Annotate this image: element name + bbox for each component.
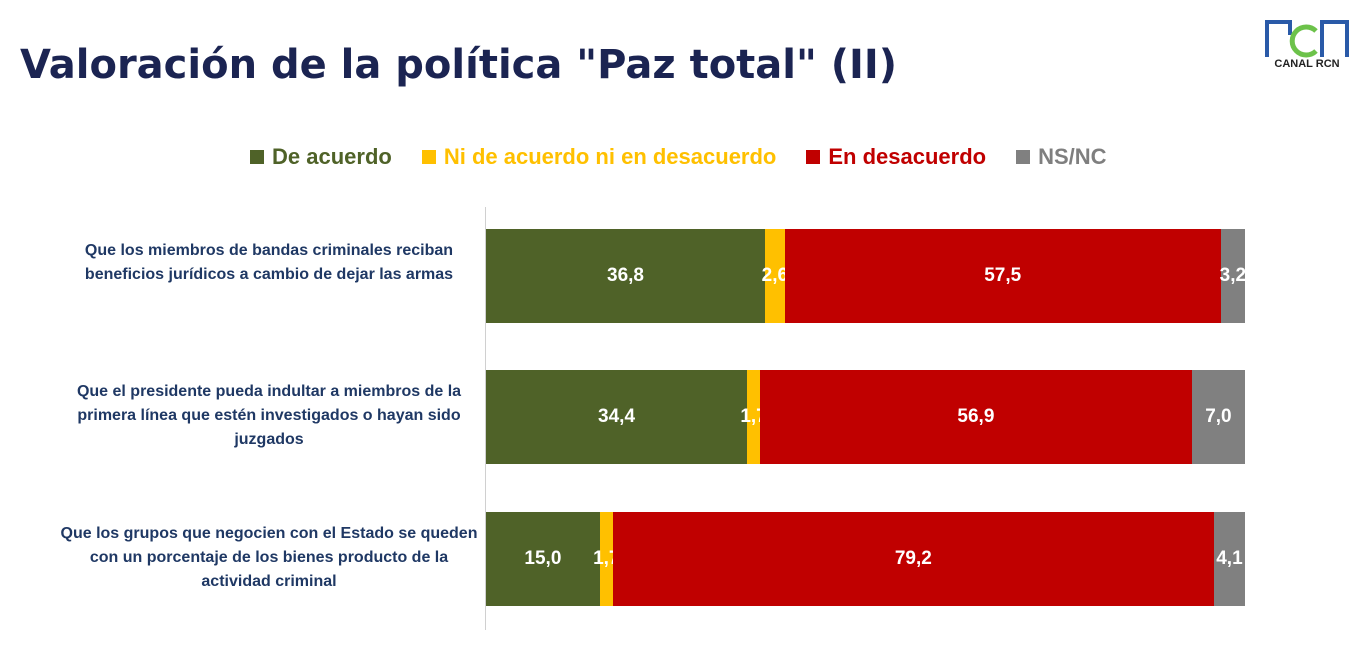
data-label: 15,0 [524,548,562,569]
legend-swatch [250,150,264,164]
data-label: 3,2 [1219,265,1247,286]
legend-label: De acuerdo [272,144,392,169]
category-label: Que los miembros de bandas criminales re… [84,242,454,283]
bar-segment: 1,7 [593,512,620,606]
canal-rcn-logo [1265,20,1349,58]
legend-swatch [1016,150,1031,164]
legend: De acuerdo Ni de acuerdo ni en desacuerdo… [250,144,1137,170]
data-label: 4,1 [1216,548,1243,569]
legend-swatch [806,150,821,164]
bar-segment: 34,4 [486,370,748,464]
legend-label: En desacuerdo [828,144,987,169]
legend-swatch [421,150,436,164]
bar-segment: 7,0 [1191,370,1245,464]
category-label: Que el presidente pueda indultar a miemb… [76,383,462,448]
data-label: 7,0 [1205,406,1232,427]
legend-item: NS/NC [1016,144,1107,170]
bar-segment: 79,2 [612,512,1214,606]
legend-label: Ni de acuerdo ni en desacuerdo [443,144,777,169]
category-label: Que los grupos que negocien con el Estad… [60,525,478,590]
data-label: 34,4 [598,406,636,427]
legend-item: En desacuerdo [806,144,986,170]
bar-segment: 57,5 [784,229,1221,323]
data-label: 56,9 [957,406,995,427]
category-axis [485,207,486,630]
page-title: Valoración de la política "Paz total" (I… [20,42,898,88]
legend-label: NS/NC [1038,144,1107,169]
data-label: 2,6 [761,265,789,286]
bar-segment: 1,7 [740,370,767,464]
data-label: 57,5 [984,265,1022,286]
bar-segment: 2,6 [761,229,789,323]
bar-segment: 56,9 [759,370,1192,464]
logo-text: CANAL RCN [1274,58,1340,70]
bar-segment: 36,8 [486,229,766,323]
data-label: 36,8 [607,265,644,286]
bar-segment: 15,0 [486,512,600,606]
data-label: 79,2 [894,548,932,569]
bar-segment: 4,1 [1213,512,1245,606]
bar-segment: 3,2 [1219,229,1247,323]
legend-item: De acuerdo [250,144,392,170]
legend-item: Ni de acuerdo ni en desacuerdo [421,144,777,170]
